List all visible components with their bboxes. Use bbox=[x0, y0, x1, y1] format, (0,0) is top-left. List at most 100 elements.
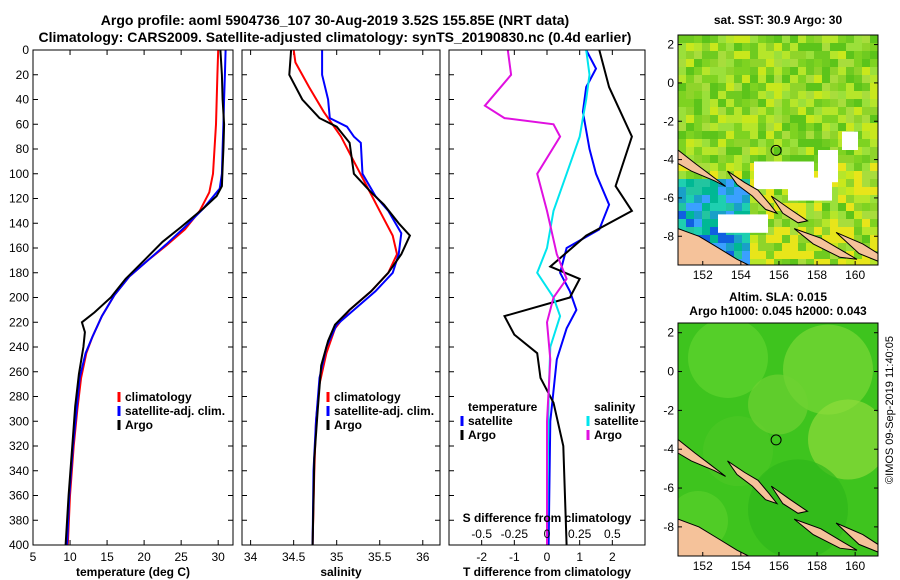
sst-cell bbox=[678, 67, 686, 75]
sst-cell bbox=[726, 131, 734, 139]
sst-cell bbox=[686, 139, 694, 147]
sst-cell bbox=[734, 171, 742, 179]
sst-cell bbox=[742, 147, 750, 155]
sst-cell bbox=[822, 99, 830, 107]
sst-cell bbox=[870, 83, 878, 91]
sst-cell bbox=[694, 195, 702, 203]
sst-cell bbox=[790, 131, 798, 139]
sst-cell bbox=[702, 195, 710, 203]
y-tick-label: 120 bbox=[9, 192, 29, 206]
sst-cell bbox=[678, 211, 686, 219]
sst-cell bbox=[870, 227, 878, 235]
salinity-difference-label: S difference from climatology bbox=[463, 511, 632, 525]
sst-cell bbox=[734, 75, 742, 83]
sst-cell bbox=[750, 139, 758, 147]
sst-cell bbox=[862, 147, 870, 155]
sst-cell bbox=[814, 227, 822, 235]
sst-cell bbox=[838, 171, 846, 179]
sst-cell bbox=[718, 123, 726, 131]
sst-cell bbox=[790, 243, 798, 251]
sst-cell bbox=[726, 107, 734, 115]
sst-cell bbox=[782, 91, 790, 99]
sst-cell bbox=[846, 35, 854, 43]
sst-cell bbox=[846, 91, 854, 99]
x-tick-label: -2 bbox=[476, 550, 487, 564]
sst-cell bbox=[798, 35, 806, 43]
sst-cell bbox=[822, 107, 830, 115]
x-tick-label: 25 bbox=[174, 550, 188, 564]
sst-cell bbox=[766, 123, 774, 131]
sst-cell bbox=[694, 115, 702, 123]
sst-cell bbox=[814, 123, 822, 131]
map-y-tick-label: -8 bbox=[663, 520, 674, 534]
sst-cell bbox=[798, 75, 806, 83]
sst-cell bbox=[750, 115, 758, 123]
sst-cell bbox=[686, 187, 694, 195]
sst-cell bbox=[854, 115, 862, 123]
sst-cell bbox=[750, 35, 758, 43]
sst-cell bbox=[686, 67, 694, 75]
sst-cell bbox=[774, 91, 782, 99]
map-y-tick-label: -4 bbox=[663, 153, 674, 167]
sst-cell bbox=[782, 187, 790, 195]
x-tick-label: 5 bbox=[30, 550, 37, 564]
sst-cell bbox=[830, 187, 838, 195]
sst-cell bbox=[774, 35, 782, 43]
sst-cell bbox=[790, 139, 798, 147]
sst-cell bbox=[870, 139, 878, 147]
sst-cell bbox=[710, 83, 718, 91]
sst-cell bbox=[734, 115, 742, 123]
sst-cell bbox=[718, 59, 726, 67]
legend-label: satellite bbox=[594, 414, 639, 428]
sst-cell bbox=[766, 147, 774, 155]
sst-cell bbox=[782, 83, 790, 91]
sst-cell bbox=[678, 123, 686, 131]
sst-cell bbox=[766, 83, 774, 91]
sst-cell bbox=[806, 131, 814, 139]
sst-cell bbox=[678, 147, 686, 155]
sst-cell bbox=[854, 147, 862, 155]
sst-cell bbox=[846, 171, 854, 179]
x-axis-label: T difference from climatology bbox=[463, 565, 631, 579]
sst-cell bbox=[798, 235, 806, 243]
sst-cell bbox=[782, 259, 790, 265]
sst-cell bbox=[702, 51, 710, 59]
map-title-sst: sat. SST: 30.9 Argo: 30 bbox=[714, 13, 843, 27]
sst-cell bbox=[806, 91, 814, 99]
sla-blob bbox=[748, 374, 808, 435]
sst-cell bbox=[854, 67, 862, 75]
sst-cell bbox=[814, 139, 822, 147]
sst-cell bbox=[838, 243, 846, 251]
sst-cell bbox=[694, 51, 702, 59]
sst-cell bbox=[718, 131, 726, 139]
sst-cell bbox=[862, 59, 870, 67]
sst-cell bbox=[686, 147, 694, 155]
sst-cell bbox=[750, 43, 758, 51]
sst-cell bbox=[718, 195, 726, 203]
map-x-tick-label: 160 bbox=[845, 268, 865, 282]
sst-cell bbox=[750, 99, 758, 107]
sst-cell bbox=[774, 67, 782, 75]
sst-cell bbox=[838, 107, 846, 115]
sst-cell bbox=[846, 147, 854, 155]
sst-cell bbox=[710, 219, 718, 227]
sst-cell bbox=[678, 219, 686, 227]
sst-cell bbox=[710, 187, 718, 195]
sst-cell bbox=[854, 107, 862, 115]
sst-cell bbox=[742, 83, 750, 91]
sst-cell bbox=[830, 35, 838, 43]
legend-label: satellite bbox=[468, 414, 513, 428]
sst-cell bbox=[718, 83, 726, 91]
credit-label: ©IMOS 09-Sep-2019 11:40:05 bbox=[884, 336, 896, 484]
sst-cell bbox=[718, 43, 726, 51]
sst-cell bbox=[758, 139, 766, 147]
sst-cell bbox=[702, 139, 710, 147]
sst-cell bbox=[838, 211, 846, 219]
legend-label: Argo bbox=[125, 418, 153, 432]
land-polygon bbox=[727, 460, 779, 505]
sst-cell bbox=[766, 51, 774, 59]
map-x-tick-label: 160 bbox=[845, 559, 865, 573]
no-data-patch bbox=[788, 177, 832, 201]
plot-frame bbox=[448, 49, 646, 546]
sst-cell bbox=[766, 59, 774, 67]
